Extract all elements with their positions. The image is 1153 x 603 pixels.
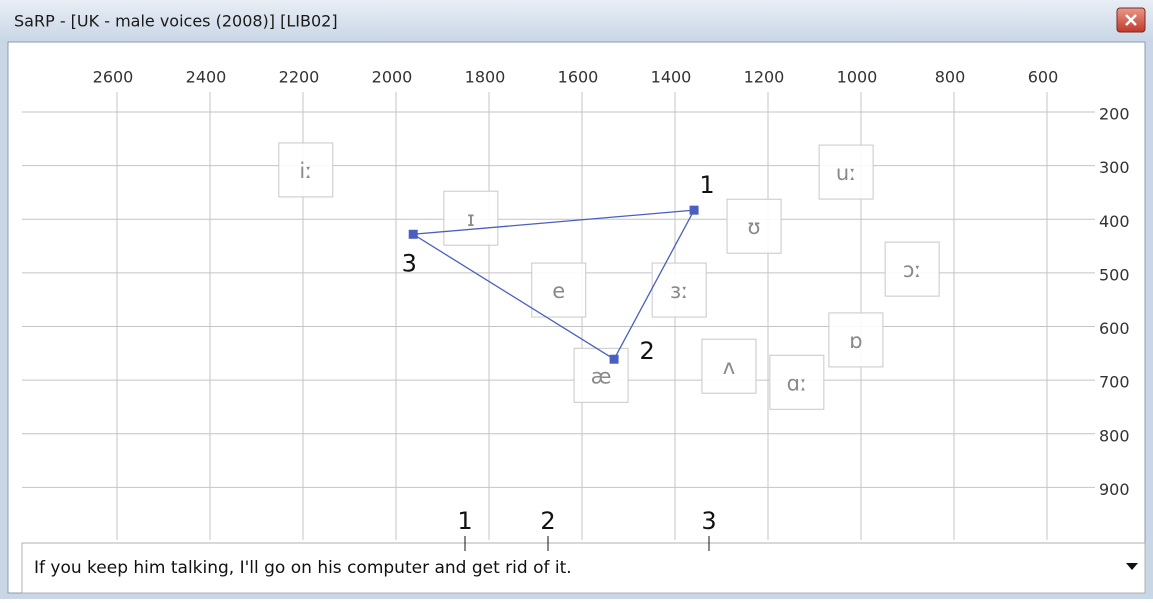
- y-tick-label: 300: [1099, 158, 1130, 177]
- vowel-box: [701, 338, 757, 394]
- vowel-label: ɑː: [787, 371, 807, 395]
- y-tick-label: 500: [1099, 265, 1130, 284]
- formant-point: [689, 205, 699, 215]
- x-tick-label: 2600: [93, 68, 134, 87]
- formant-path: [411, 209, 696, 361]
- sentence-marker: 1: [457, 507, 472, 535]
- x-tick-label: 800: [935, 68, 966, 87]
- formant-point: [609, 354, 619, 364]
- vowel-label: ɜː: [670, 279, 688, 303]
- window-title: SaRP - [UK - male voices (2008)] [LIB02]: [14, 12, 338, 31]
- vowel-label: iː: [299, 159, 312, 183]
- close-icon: [1125, 14, 1137, 26]
- dropdown-arrow[interactable]: [1126, 563, 1138, 570]
- vowel-label: ʊ: [748, 215, 761, 239]
- vowel-box: [726, 198, 782, 254]
- vowel-chart: 2600 2400 2200 2000 1800 1600 1400 1200 1000 800 6…: [22, 68, 1130, 540]
- title-bar: [0, 0, 1153, 42]
- x-tick-label: 1200: [744, 68, 785, 87]
- point-label: 2: [639, 337, 654, 365]
- x-tick-label: 2000: [372, 68, 413, 87]
- vowel-box: [531, 262, 587, 318]
- vowel-box: [828, 312, 884, 368]
- vowel-box: [278, 142, 334, 198]
- vowel-box: [884, 241, 940, 297]
- x-tick-label: 1800: [465, 68, 506, 87]
- vowel-label: ɔː: [903, 258, 922, 282]
- x-tick-label: 600: [1028, 68, 1059, 87]
- y-tick-label: 900: [1099, 480, 1130, 499]
- sentence-marker: 2: [540, 507, 555, 535]
- x-tick-label: 1600: [558, 68, 599, 87]
- vowel-box: [769, 354, 825, 410]
- vowel-label: uː: [836, 161, 856, 185]
- vowel-box: [818, 144, 874, 200]
- x-tick-label: 2200: [279, 68, 320, 87]
- sentence-text: If you keep him talking, I'll go on his …: [34, 558, 572, 578]
- sentence-marker: 3: [701, 507, 716, 535]
- y-tick-label: 600: [1099, 319, 1130, 338]
- vowel-label: ʌ: [723, 355, 735, 379]
- vowel-box: [573, 347, 629, 403]
- sentence-box[interactable]: [21, 542, 1146, 594]
- vowel-box: [443, 190, 499, 246]
- y-tick-label: 200: [1099, 105, 1130, 124]
- point-label: 3: [402, 249, 417, 277]
- x-tick-label: 2400: [186, 68, 227, 87]
- formant-point: [408, 229, 418, 239]
- x-tick-label: 1000: [837, 68, 878, 87]
- point-label: 1: [699, 171, 714, 199]
- vowel-label: ɪ: [467, 207, 475, 231]
- vowel-label: æ: [591, 364, 612, 388]
- y-tick-label: 800: [1099, 426, 1130, 445]
- y-tick-label: 700: [1099, 373, 1130, 392]
- y-tick-label: 400: [1099, 212, 1130, 231]
- x-tick-label: 1400: [651, 68, 692, 87]
- vowel-label: e: [552, 279, 565, 303]
- vowel-label: ɒ: [849, 329, 862, 353]
